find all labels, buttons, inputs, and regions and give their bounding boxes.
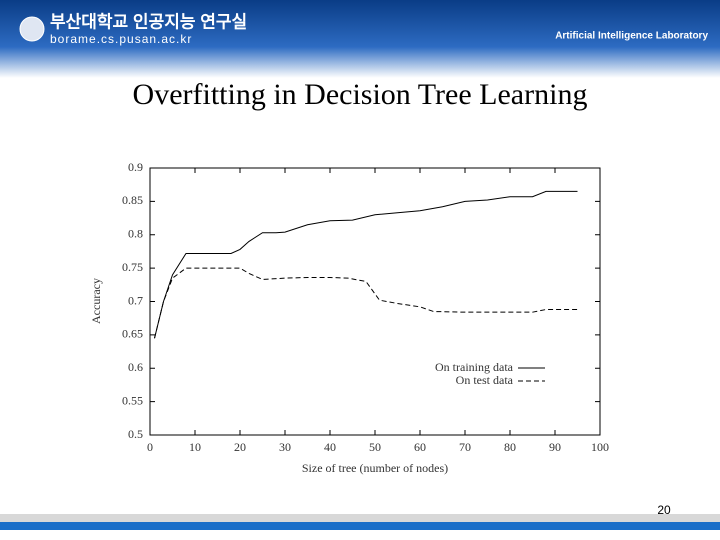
x-tick-label: 40	[324, 440, 336, 454]
y-tick-label: 0.65	[122, 327, 143, 341]
y-tick-label: 0.6	[128, 360, 143, 374]
x-tick-label: 50	[369, 440, 381, 454]
y-tick-label: 0.8	[128, 227, 143, 241]
x-tick-label: 30	[279, 440, 291, 454]
x-tick-label: 80	[504, 440, 516, 454]
y-tick-label: 0.75	[122, 260, 143, 274]
data-line	[154, 190, 578, 339]
y-axis-label: Accuracy	[89, 278, 103, 324]
data-line	[154, 267, 578, 339]
lab-english: Artificial Intelligence Laboratory	[555, 31, 708, 42]
x-tick-label: 100	[591, 440, 609, 454]
x-axis-label: Size of tree (number of nodes)	[302, 461, 448, 475]
y-tick-label: 0.85	[122, 193, 143, 207]
y-tick-label: 0.5	[128, 427, 143, 441]
logo	[19, 16, 45, 42]
slide-title: Overfitting in Decision Tree Learning	[133, 78, 588, 111]
x-tick-label: 90	[549, 440, 561, 454]
legend-label: On training data	[435, 360, 514, 374]
x-tick-label: 20	[234, 440, 246, 454]
x-tick-label: 70	[459, 440, 471, 454]
x-tick-label: 10	[189, 440, 201, 454]
header-bar	[0, 0, 720, 78]
page-number: 20	[657, 503, 671, 517]
y-tick-label: 0.55	[122, 393, 143, 407]
footer-blue	[0, 522, 720, 530]
lab-korean: 부산대학교 인공지능 연구실	[50, 12, 247, 31]
lab-url: borame.cs.pusan.ac.kr	[50, 32, 192, 46]
y-tick-label: 0.9	[128, 160, 143, 174]
x-tick-label: 0	[147, 440, 153, 454]
x-tick-label: 60	[414, 440, 426, 454]
plot-frame	[149, 167, 601, 436]
y-tick-label: 0.7	[128, 293, 143, 307]
legend-label: On test data	[456, 373, 514, 387]
footer-gray	[0, 514, 720, 522]
